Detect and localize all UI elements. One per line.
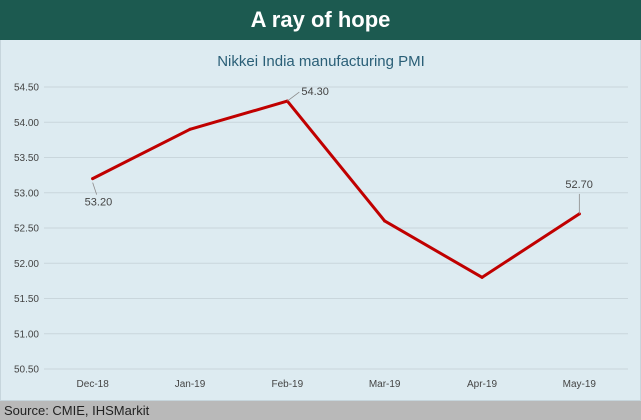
- y-tick-label: 50.50: [14, 365, 39, 376]
- y-tick-label: 52.00: [14, 259, 39, 270]
- x-tick-label: Jan-19: [175, 379, 206, 390]
- data-point: [480, 275, 484, 279]
- chart-panel: Nikkei India manufacturing PMI 50.50 51.0…: [0, 40, 641, 401]
- x-axis-ticks: Dec-18 Jan-19 Feb-19 Mar-19 Apr-19 May-19: [77, 379, 597, 390]
- data-point: [91, 177, 95, 181]
- data-label: 52.70: [565, 179, 593, 191]
- x-tick-label: May-19: [563, 379, 597, 390]
- y-tick-label: 54.50: [14, 83, 39, 94]
- x-tick-label: Mar-19: [369, 379, 401, 390]
- y-tick-label: 52.50: [14, 224, 39, 235]
- x-tick-label: Apr-19: [467, 379, 497, 390]
- data-label: 53.20: [85, 197, 113, 209]
- y-axis-ticks: 50.50 51.00 51.50 52.00 52.50 53.00 53.50 54.00…: [14, 83, 39, 376]
- leader-line: [287, 91, 300, 102]
- data-labels: 53.20 54.30 52.70: [85, 86, 593, 214]
- y-tick-label: 51.50: [14, 294, 39, 305]
- line-chart: Nikkei India manufacturing PMI 50.50 51.0…: [14, 53, 628, 390]
- data-point: [383, 219, 387, 223]
- x-tick-label: Feb-19: [271, 379, 303, 390]
- leader-line: [92, 182, 98, 195]
- y-tick-label: 51.00: [14, 329, 39, 340]
- chart-title: Nikkei India manufacturing PMI: [217, 53, 425, 70]
- series-layer: [91, 99, 581, 279]
- y-tick-label: 53.50: [14, 153, 39, 164]
- x-tick-label: Dec-18: [77, 379, 110, 390]
- data-point: [188, 127, 192, 131]
- banner-title: A ray of hope: [0, 0, 641, 40]
- y-tick-label: 53.00: [14, 188, 39, 199]
- data-label: 54.30: [301, 86, 329, 98]
- source-note: Source: CMIE, IHSMarkit: [0, 401, 641, 420]
- series-line: [91, 99, 581, 279]
- y-tick-label: 54.00: [14, 118, 39, 129]
- gridlines: [44, 86, 628, 370]
